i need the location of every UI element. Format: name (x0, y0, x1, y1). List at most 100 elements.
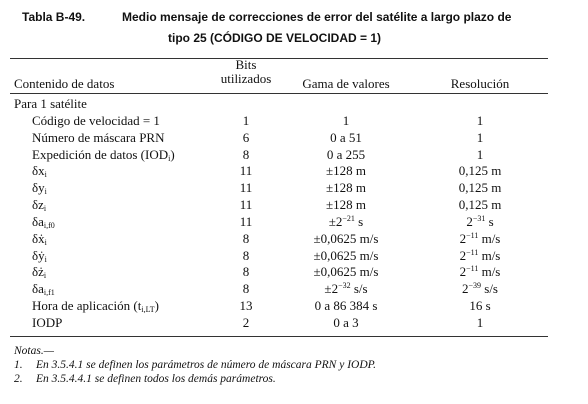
table-cell: 1 (476, 314, 484, 330)
table-label: Tabla B-49. (22, 10, 86, 24)
cell-text: −11 (466, 247, 479, 257)
cell-text: m/s (478, 264, 501, 280)
table-cell: δẋi (32, 231, 47, 247)
rule (10, 93, 548, 94)
cell-text: i (43, 271, 47, 281)
cell-text: i (44, 237, 47, 247)
cell-text: 2 (459, 264, 467, 280)
table-cell: 2−11 m/s (460, 264, 501, 280)
cell-text: s (485, 213, 494, 229)
cell-text: ±2 (324, 281, 339, 297)
cell-text: i (44, 170, 47, 180)
table-title: tipo 25 (CÓDIGO DE VELOCIDAD = 1) (168, 31, 382, 45)
table-cell: ±0,0625 m/s (313, 264, 379, 280)
cell-text: m/s (478, 247, 501, 263)
table-cell: ±2−32 s/s (324, 281, 367, 297)
cell-text: δx (32, 163, 45, 179)
column-header: Gama de valores (302, 76, 390, 91)
table-cell: 8 (242, 146, 250, 162)
table-cell: 0 a 86 384 s (314, 298, 378, 314)
table-cell: δxi (32, 163, 47, 179)
cell-text: δz (32, 197, 44, 213)
table-cell: IODP (32, 314, 63, 330)
cell-text: −32 (338, 281, 351, 291)
cell-text: i (44, 187, 47, 197)
table-cell: 11 (239, 213, 253, 229)
table-cell: δẏi (32, 248, 47, 264)
table-cell: ±128 m (326, 180, 366, 196)
cell-text: −39 (468, 281, 482, 291)
table-cell: ±128 m (326, 163, 366, 179)
note-number: 1. (14, 359, 23, 371)
table-cell: Número de máscara PRN (32, 129, 165, 145)
cell-text: 2 (462, 281, 469, 297)
rule (10, 58, 548, 59)
cell-text: s/s (350, 281, 368, 297)
table-cell: 11 (239, 180, 253, 196)
table-cell: 8 (242, 230, 250, 246)
table-cell: Hora de aplicación (ti,LT) (32, 298, 159, 314)
table-cell: ±0,0625 m/s (313, 230, 379, 246)
column-header: Resolución (450, 76, 510, 91)
table-cell: 8 (242, 247, 250, 263)
table-cell: Código de velocidad = 1 (32, 113, 160, 128)
table-cell: 0,125 m (458, 163, 502, 179)
table-cell: 16 s (469, 298, 491, 314)
cell-text: −21 (342, 213, 355, 223)
table-cell: 8 (242, 281, 250, 297)
cell-text: s (354, 213, 364, 229)
table-cell: δżi (32, 264, 46, 280)
cell-text: δa (32, 281, 44, 297)
cell-text: δẋ (32, 230, 45, 246)
cell-text: Hora de aplicación (t (32, 298, 142, 314)
table-cell: 8 (242, 264, 250, 280)
table-cell: 2−11 m/s (460, 248, 501, 264)
cell-text: i (44, 254, 47, 264)
table-cell: 11 (239, 163, 253, 179)
table-cell: Expedición de datos (IODi) (32, 147, 175, 163)
cell-text: −31 (472, 213, 486, 223)
note-text: En 3.5.4.4.1 se definen todos los demás … (36, 373, 276, 385)
cell-text: m/s (478, 230, 501, 246)
column-header: Bits utilizados (220, 57, 272, 86)
table-cell: 6 (242, 129, 250, 145)
table-cell: 0 a 255 (326, 146, 366, 162)
cell-text: δẏ (32, 247, 45, 263)
table-cell: 1 (476, 146, 484, 162)
cell-text: 2 (459, 230, 467, 246)
cell-text: 2 (466, 213, 473, 229)
table-cell: 13 (239, 298, 253, 314)
table-cell: δzi (32, 197, 46, 213)
cell-text: ±2 (328, 213, 343, 229)
table-cell: 0,125 m (458, 197, 502, 213)
table-cell: 2−11 m/s (460, 231, 501, 247)
table-cell: 1 (476, 113, 484, 128)
cell-text: ) (170, 146, 175, 162)
cell-text: ) (154, 298, 159, 314)
table-cell: 0,125 m (458, 180, 502, 196)
table-cell: 0 a 51 (330, 129, 362, 145)
table-cell: ±0,0625 m/s (313, 247, 379, 263)
cell-text: δa (32, 213, 44, 229)
table-cell: 2−39 s/s (462, 281, 498, 297)
table-cell: δai,f0 (32, 214, 55, 230)
table-cell: ±128 m (326, 197, 366, 213)
cell-text: Expedición de datos (IOD (32, 146, 169, 162)
table-cell: 2−31 s (466, 214, 493, 230)
note-text: En 3.5.4.1 se definen los parámetros de … (36, 359, 377, 371)
note-number: 2. (14, 373, 23, 385)
cell-text: δy (32, 180, 45, 196)
table-cell: 1 (476, 129, 484, 145)
cell-text: δż (32, 264, 44, 280)
notes-title: Notas.— (14, 345, 54, 357)
table-cell: ±2−21 s (329, 214, 363, 230)
cell-text: i (43, 204, 47, 214)
table-cell: δyi (32, 180, 47, 196)
table-cell: δai,f1 (32, 281, 55, 297)
table-cell: 11 (239, 197, 253, 213)
table-cell: 1 (242, 113, 250, 128)
cell-text: i,LT (141, 305, 155, 315)
cell-text: s/s (481, 281, 498, 297)
cell-text: −11 (466, 264, 479, 274)
